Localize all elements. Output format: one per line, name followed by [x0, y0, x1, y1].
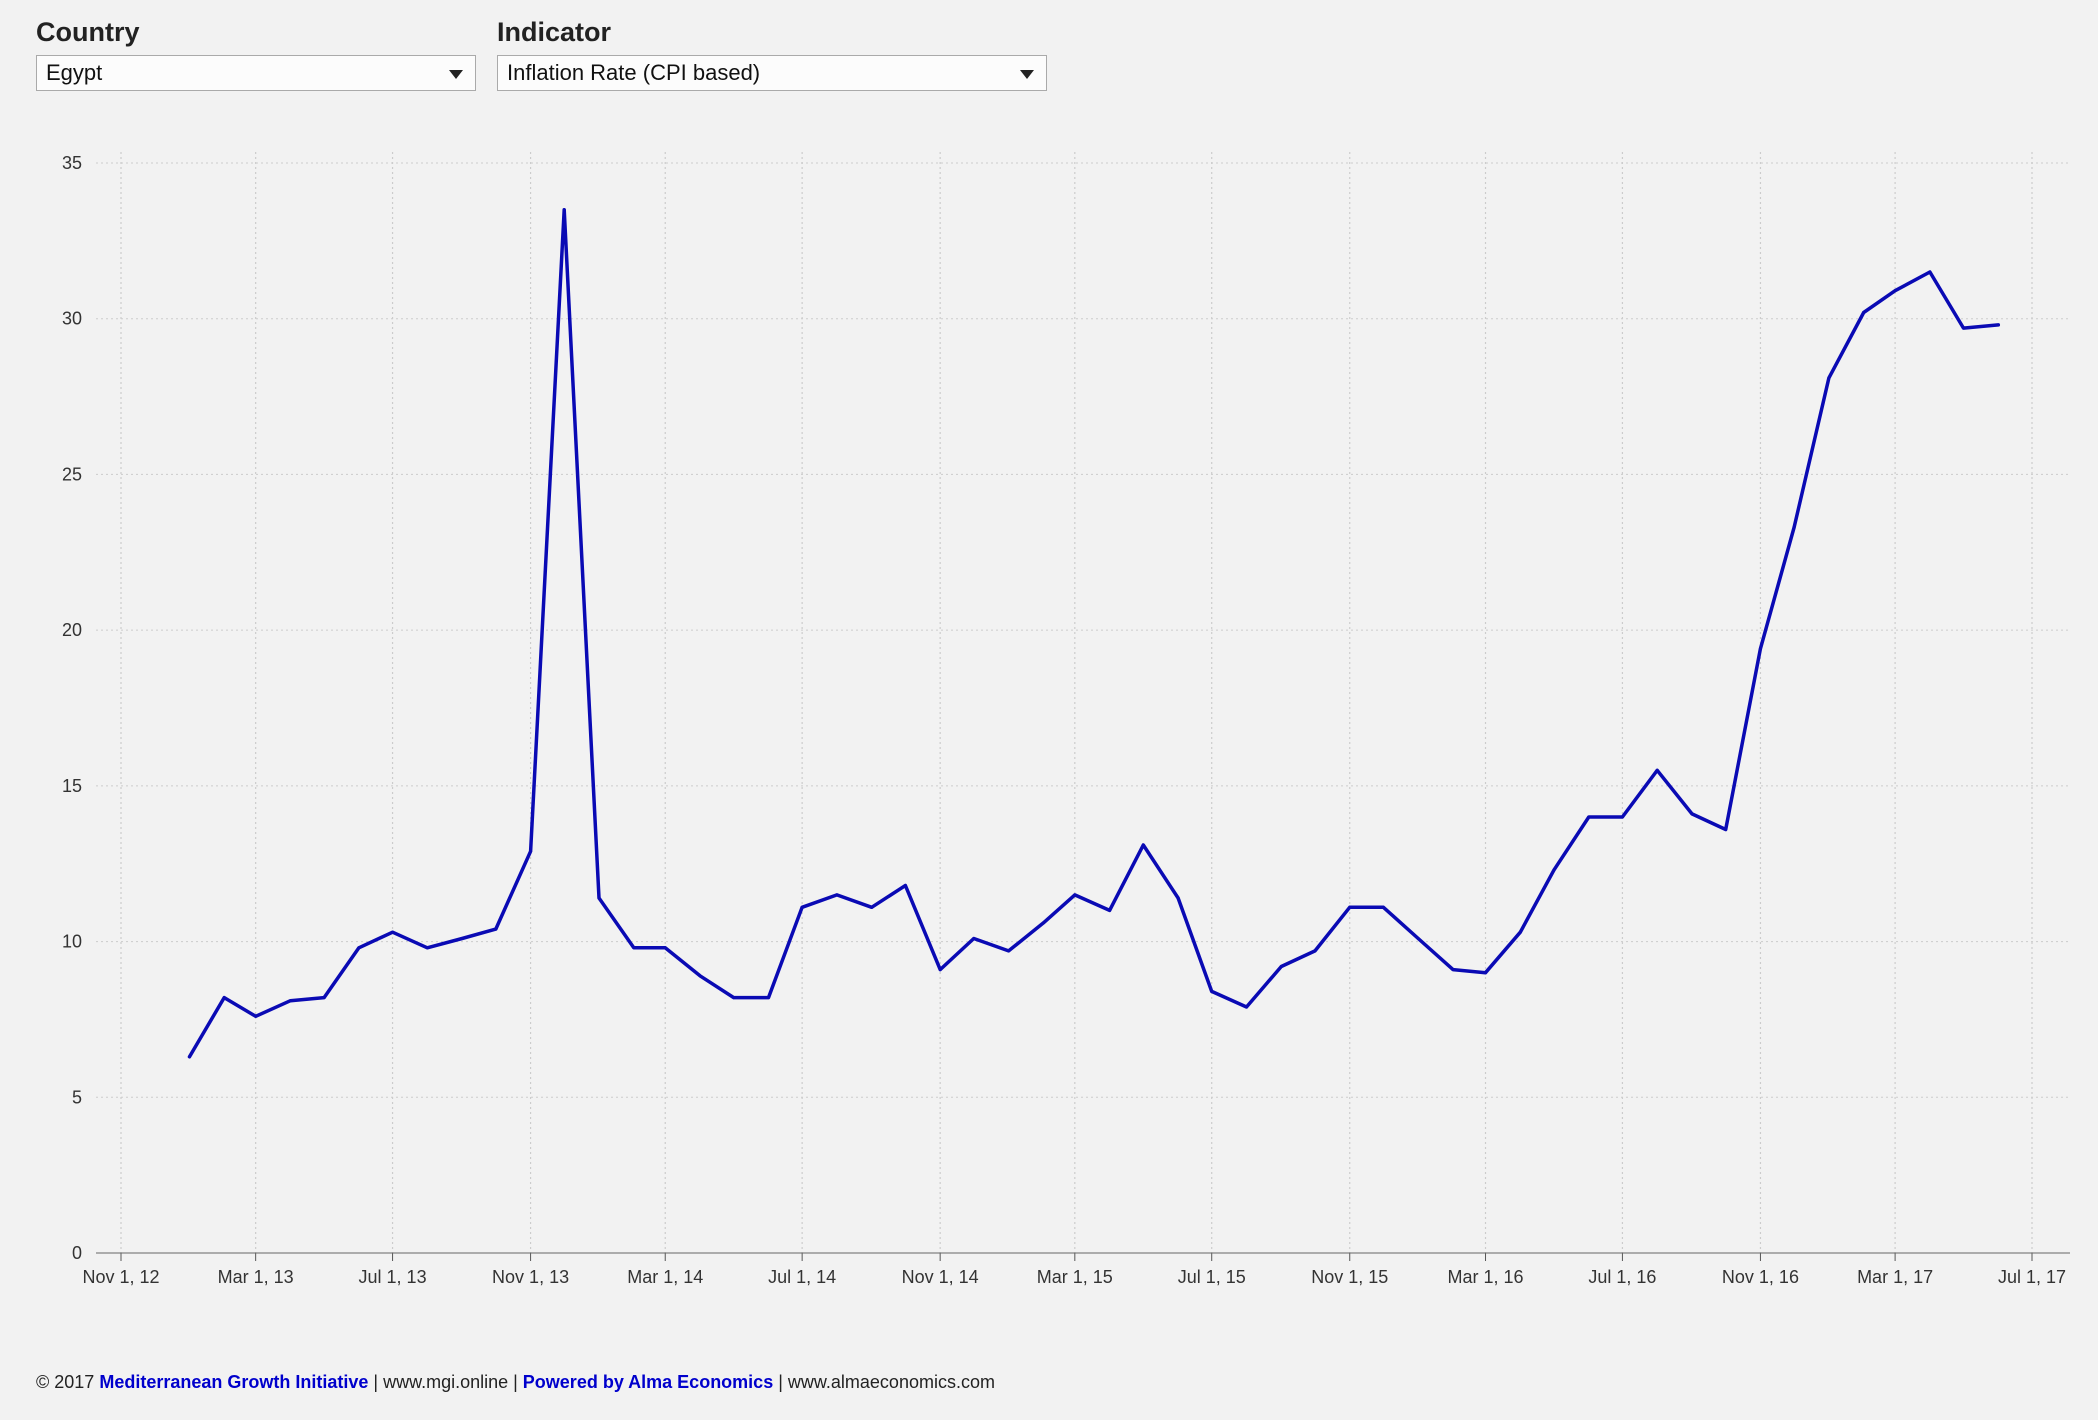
indicator-select-value: Inflation Rate (CPI based) — [507, 60, 761, 85]
series-line — [187, 207, 2001, 1059]
data-point — [1996, 323, 2000, 327]
data-point — [1690, 812, 1694, 816]
y-tick-label: 20 — [62, 620, 82, 640]
y-tick-label: 5 — [72, 1087, 82, 1107]
data-point — [1381, 905, 1385, 909]
data-point — [1827, 376, 1831, 380]
data-point — [1484, 971, 1488, 975]
data-point — [1141, 843, 1145, 847]
data-point — [425, 946, 429, 950]
data-point — [1210, 989, 1214, 993]
x-tick-label: Jul 1, 13 — [359, 1267, 427, 1287]
data-point — [322, 996, 326, 1000]
data-point — [1041, 921, 1045, 925]
data-point — [1587, 815, 1591, 819]
data-point — [460, 936, 464, 940]
data-point — [1758, 647, 1762, 651]
data-point — [1893, 289, 1897, 293]
data-point — [1552, 868, 1556, 872]
data-point — [288, 999, 292, 1003]
line-chart: 0 5 10 15 20 25 30 35 Nov 1, 12 Mar 1, 13 Jul 1, 1… — [62, 152, 2070, 1287]
data-point — [1416, 936, 1420, 940]
data-point — [222, 996, 226, 1000]
y-tick-label: 15 — [62, 776, 82, 796]
data-point — [1279, 964, 1283, 968]
data-point — [766, 996, 770, 1000]
x-tick-label: Mar 1, 16 — [1447, 1267, 1523, 1287]
mgi-link[interactable]: Mediterranean Growth Initiative — [99, 1372, 369, 1392]
y-tick-label: 35 — [62, 153, 82, 173]
x-tick-label: Nov 1, 12 — [82, 1267, 159, 1287]
data-point — [1928, 270, 1932, 274]
data-point — [391, 930, 395, 934]
y-tick-label: 25 — [62, 464, 82, 484]
x-tick-label: Mar 1, 15 — [1037, 1267, 1113, 1287]
x-tick-label: Mar 1, 13 — [218, 1267, 294, 1287]
data-point — [187, 1055, 191, 1059]
data-point — [835, 893, 839, 897]
data-point — [529, 849, 533, 853]
indicator-select[interactable]: Inflation Rate (CPI based) — [497, 55, 1047, 91]
footer-copyright: © 2017 — [36, 1372, 95, 1392]
x-tick-label: Jul 1, 14 — [768, 1267, 836, 1287]
filter-bar: Country Egypt Indicator Inflation Rate (… — [36, 14, 1136, 94]
x-tick-label: Mar 1, 14 — [627, 1267, 703, 1287]
x-tick-label: Nov 1, 14 — [902, 1267, 979, 1287]
data-point — [1108, 908, 1112, 912]
indicator-label: Indicator — [497, 17, 612, 47]
data-point — [1792, 525, 1796, 529]
y-tick-label: 10 — [62, 932, 82, 952]
country-select-value: Egypt — [46, 60, 103, 85]
data-point — [1655, 768, 1659, 772]
data-point — [357, 946, 361, 950]
data-point — [562, 208, 566, 212]
data-point — [1862, 310, 1866, 314]
footer: © 2017 Mediterranean Growth Initiative |… — [36, 1372, 995, 1393]
data-point — [1962, 326, 1966, 330]
y-tick-label: 0 — [72, 1243, 82, 1263]
data-point — [597, 896, 601, 900]
data-point — [732, 996, 736, 1000]
data-point — [938, 968, 942, 972]
data-point — [698, 974, 702, 978]
data-point — [1313, 949, 1317, 953]
x-tick-label: Nov 1, 15 — [1311, 1267, 1388, 1287]
country-select[interactable]: Egypt — [36, 55, 476, 91]
x-tick-label: Jul 1, 16 — [1588, 1267, 1656, 1287]
data-point — [800, 905, 804, 909]
x-tick-label: Jul 1, 15 — [1178, 1267, 1246, 1287]
data-point — [1724, 827, 1728, 831]
x-tick-label: Mar 1, 17 — [1857, 1267, 1933, 1287]
dropdown-arrow-icon — [1020, 70, 1034, 79]
data-point — [1518, 930, 1522, 934]
data-point — [254, 1014, 258, 1018]
data-point — [870, 905, 874, 909]
x-tick-label: Nov 1, 13 — [492, 1267, 569, 1287]
data-point — [1620, 815, 1624, 819]
data-point — [1176, 896, 1180, 900]
powered-by-link[interactable]: Powered by Alma Economics — [522, 1372, 774, 1392]
data-point — [663, 946, 667, 950]
footer-separator-1: | www.mgi.online | — [368, 1372, 523, 1392]
data-point — [1245, 1005, 1249, 1009]
country-filter: Country Egypt — [36, 14, 476, 91]
data-point — [1451, 968, 1455, 972]
country-label: Country — [36, 17, 140, 47]
dropdown-arrow-icon — [449, 70, 463, 79]
y-tick-label: 30 — [62, 309, 82, 329]
data-point — [632, 946, 636, 950]
data-point — [1348, 905, 1352, 909]
data-point — [972, 936, 976, 940]
x-tick-label: Jul 1, 17 — [1998, 1267, 2066, 1287]
footer-separator-2: | www.almaeconomics.com — [773, 1372, 995, 1392]
indicator-filter: Indicator Inflation Rate (CPI based) — [497, 14, 1047, 91]
data-point — [903, 884, 907, 888]
x-tick-label: Nov 1, 16 — [1722, 1267, 1799, 1287]
data-point — [1007, 949, 1011, 953]
data-point — [494, 927, 498, 931]
data-point — [1073, 893, 1077, 897]
